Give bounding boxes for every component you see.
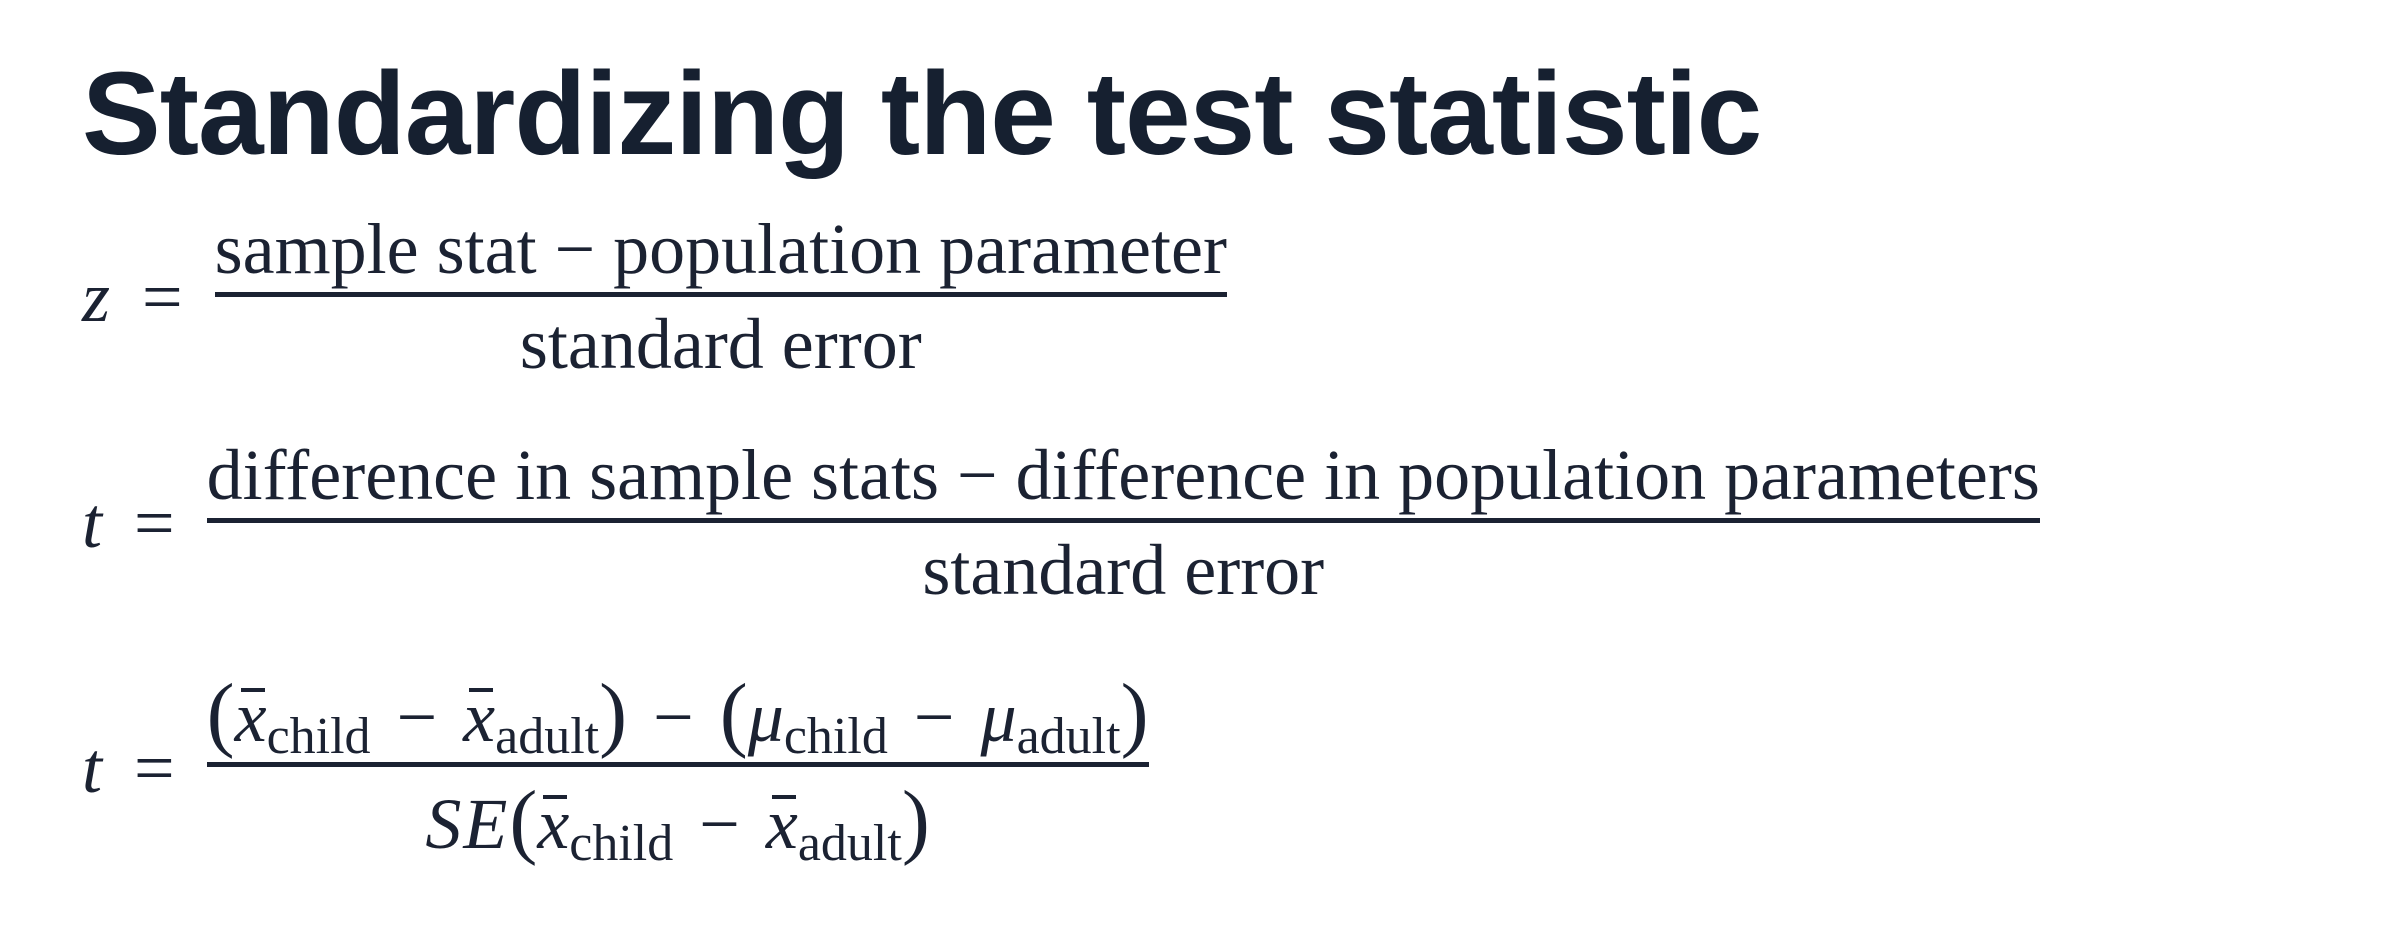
mu-adult: μ: [980, 677, 1017, 757]
z-formula: z = sample stat − population parameter s…: [82, 209, 1227, 384]
x-bar-child: x: [537, 784, 570, 865]
t-symbol: t: [82, 727, 103, 808]
t-fraction-words: difference in sample stats − difference …: [206, 435, 2040, 610]
equals-sign: =: [142, 257, 183, 338]
t-numerator-symbols: (xchild − xadult) − (μchild − μadult): [206, 667, 1149, 765]
x-bar-adult: x: [463, 677, 496, 757]
x-bar-child: x: [234, 677, 267, 757]
x-bar-adult: x: [765, 784, 798, 865]
fraction-bar: [206, 517, 2040, 523]
t-fraction-symbols: (xchild − xadult) − (μchild − μadult) SE(xchil…: [206, 667, 1149, 873]
t-numerator-words: difference in sample stats − difference …: [206, 435, 2040, 515]
t-symbol: t: [82, 483, 103, 564]
mu-child: μ: [747, 677, 784, 757]
z-symbol: z: [82, 257, 111, 338]
z-numerator: sample stat − population parameter: [214, 209, 1227, 289]
equals-sign: =: [134, 727, 175, 808]
z-fraction: sample stat − population parameter stand…: [214, 209, 1227, 384]
z-denominator: standard error: [519, 303, 922, 384]
t-formula-words: t = difference in sample stats − differe…: [82, 435, 2040, 610]
t-denominator-words: standard error: [922, 529, 1325, 610]
page-title: Standardizing the test statistic: [82, 48, 1762, 180]
t-denominator-symbols: SE(xchild − xadult): [425, 774, 930, 873]
equals-sign: =: [134, 483, 175, 564]
standard-error-symbol: SE: [425, 784, 510, 865]
fraction-bar: [206, 762, 1149, 768]
t-formula-symbols: t = (xchild − xadult) − (μchild − μadult) SE(x…: [82, 667, 1149, 873]
fraction-bar: [214, 291, 1227, 297]
